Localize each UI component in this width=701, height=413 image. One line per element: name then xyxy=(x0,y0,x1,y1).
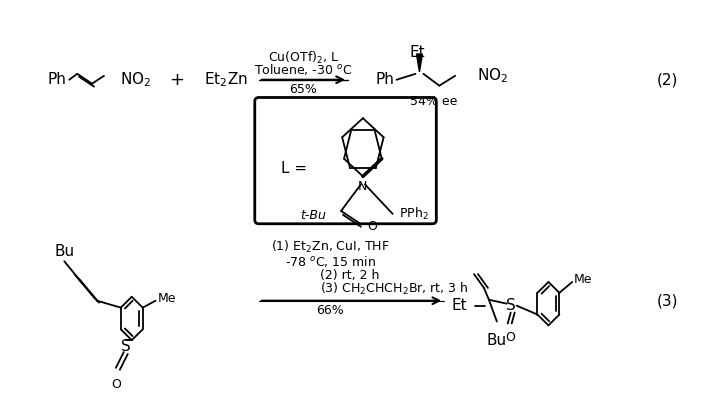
Text: Bu: Bu xyxy=(54,244,74,259)
Text: NO$_2$: NO$_2$ xyxy=(477,66,508,85)
Text: O: O xyxy=(505,331,515,344)
Text: Et$_2$Zn: Et$_2$Zn xyxy=(204,70,248,89)
Text: Ph: Ph xyxy=(48,72,67,87)
Text: NO$_2$: NO$_2$ xyxy=(120,70,151,89)
Text: S: S xyxy=(506,298,516,313)
Text: 66%: 66% xyxy=(316,304,344,317)
Text: O: O xyxy=(111,377,121,391)
Text: Et: Et xyxy=(409,45,426,59)
Text: +: + xyxy=(169,71,184,89)
Text: 54% ee: 54% ee xyxy=(409,95,457,108)
Text: 65%: 65% xyxy=(290,83,318,96)
Text: Toluene, -30 $^o$C: Toluene, -30 $^o$C xyxy=(254,62,353,77)
FancyBboxPatch shape xyxy=(254,97,436,224)
Text: Et: Et xyxy=(451,298,467,313)
Text: (3) CH$_2$CHCH$_2$Br, rt, 3 h: (3) CH$_2$CHCH$_2$Br, rt, 3 h xyxy=(320,281,469,297)
Text: S: S xyxy=(121,339,130,354)
Text: Cu(OTf)$_2$, L: Cu(OTf)$_2$, L xyxy=(268,50,339,66)
Text: (2): (2) xyxy=(657,72,678,87)
Text: PPh$_2$: PPh$_2$ xyxy=(399,206,428,222)
Text: L =: L = xyxy=(280,161,306,176)
Text: (2) rt, 2 h: (2) rt, 2 h xyxy=(320,268,380,282)
Text: Me: Me xyxy=(574,273,593,285)
Text: O: O xyxy=(367,220,376,233)
Text: (1) Et$_2$Zn, CuI, THF: (1) Et$_2$Zn, CuI, THF xyxy=(271,240,390,256)
Text: N: N xyxy=(358,180,367,193)
Polygon shape xyxy=(416,54,423,72)
Text: (3): (3) xyxy=(657,293,679,308)
Text: Ph: Ph xyxy=(375,72,394,87)
Text: t-Bu: t-Bu xyxy=(300,209,326,222)
Text: Bu: Bu xyxy=(486,333,507,348)
Text: -78 $^o$C, 15 min: -78 $^o$C, 15 min xyxy=(285,254,376,269)
Text: Me: Me xyxy=(158,292,176,305)
